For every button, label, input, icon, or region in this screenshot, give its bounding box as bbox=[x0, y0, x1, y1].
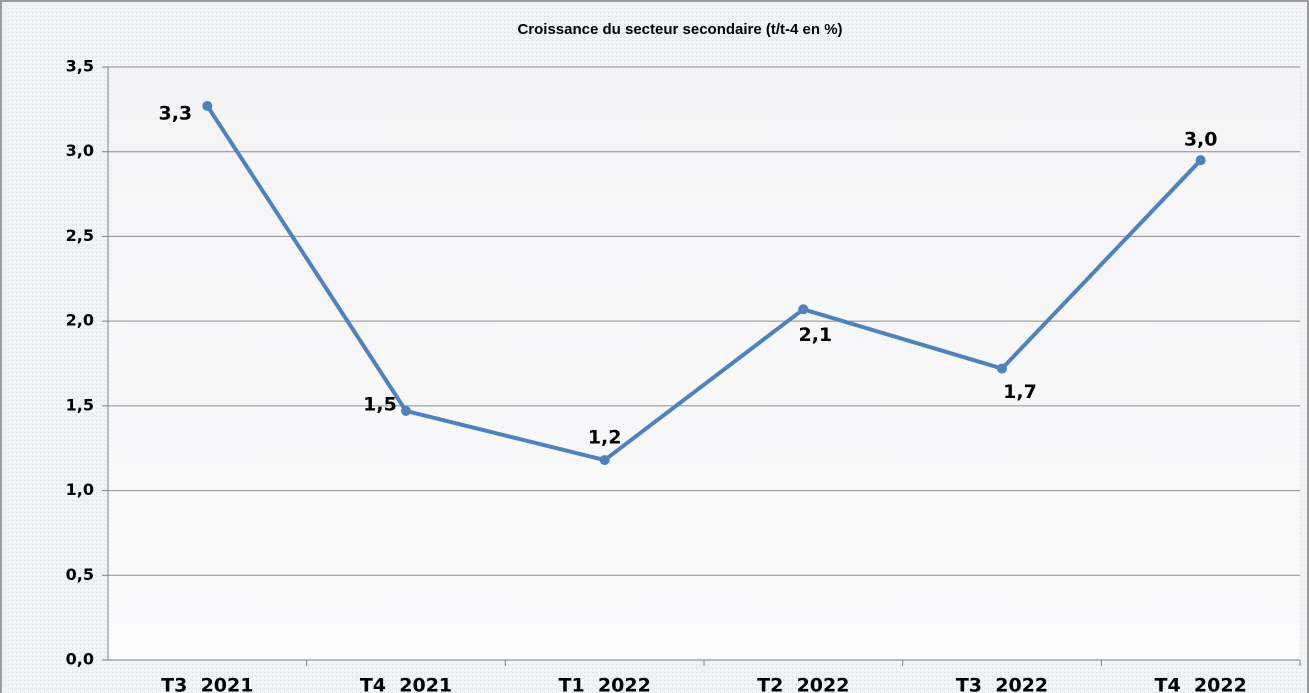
data-label: 2,1 bbox=[798, 324, 832, 346]
y-tick-label: 0,0 bbox=[66, 650, 94, 669]
x-tick-label: T4 2022 bbox=[1155, 675, 1247, 693]
y-tick-label: 3,0 bbox=[66, 141, 94, 160]
x-tick-label: T3 2022 bbox=[956, 675, 1048, 693]
x-tick-label: T4 2021 bbox=[360, 675, 452, 693]
x-tick-label: T1 2022 bbox=[559, 675, 651, 693]
data-label: 1,5 bbox=[363, 393, 397, 415]
y-tick-label: 0,5 bbox=[66, 565, 94, 584]
data-label: 1,7 bbox=[1003, 381, 1037, 403]
point bbox=[202, 100, 213, 111]
data-label: 1,2 bbox=[588, 427, 622, 449]
point bbox=[599, 455, 610, 466]
data-label: 3,0 bbox=[1184, 129, 1218, 151]
point bbox=[997, 363, 1007, 374]
x-tick-label: T3 2021 bbox=[161, 675, 253, 693]
point bbox=[1195, 155, 1206, 166]
y-tick-label: 2,0 bbox=[66, 311, 94, 330]
plot-area bbox=[108, 67, 1300, 660]
point bbox=[798, 304, 809, 315]
chart-title: Croissance du secteur secondaire (t/t-4 … bbox=[517, 21, 842, 38]
y-tick-label: 3,5 bbox=[66, 57, 94, 76]
y-tick-label: 2,5 bbox=[66, 226, 94, 245]
data-label: 3,3 bbox=[158, 102, 192, 124]
line bbox=[205, 104, 1203, 463]
point bbox=[401, 405, 411, 416]
y-tick-label: 1,0 bbox=[66, 480, 94, 499]
x-tick-label: T2 2022 bbox=[757, 675, 849, 693]
y-tick-label: 1,5 bbox=[66, 395, 94, 414]
